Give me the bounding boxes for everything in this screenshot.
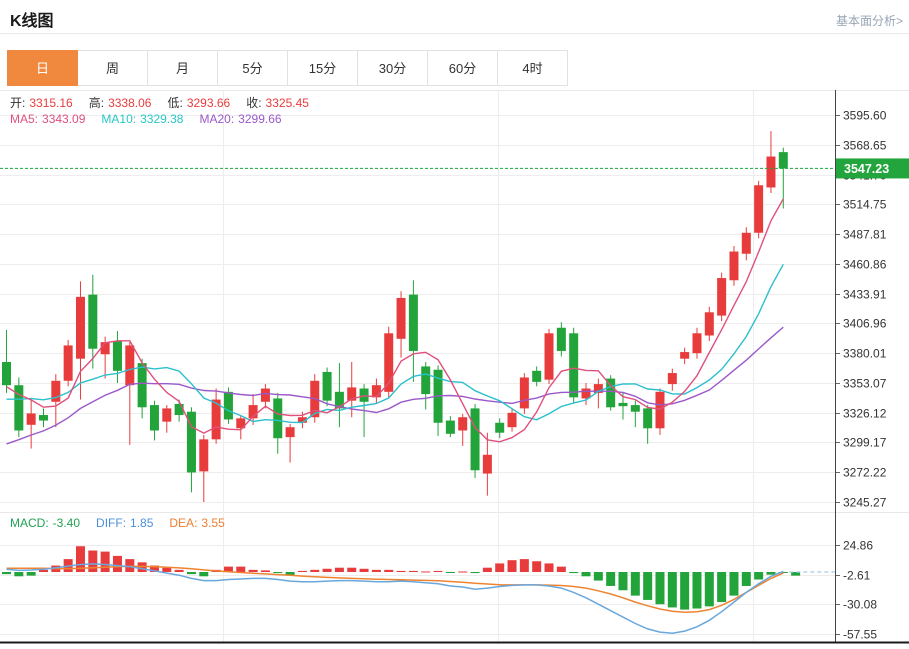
svg-text:3433.91: 3433.91 [843,288,887,302]
current-price-marker: 3547.23 [836,158,909,179]
svg-text:-57.55: -57.55 [843,628,877,642]
candlestick-chart[interactable]: 3595.603568.653541.703514.753487.813460.… [0,90,909,512]
svg-text:-30.08: -30.08 [843,598,877,612]
svg-text:3380.01: 3380.01 [843,347,887,361]
svg-text:3547.23: 3547.23 [844,162,889,176]
svg-text:24.86: 24.86 [843,539,873,553]
svg-text:3406.96: 3406.96 [843,317,887,331]
interval-tabbar: 日周月 5分 15分 30分 60分 4时 [7,50,568,86]
tab-月[interactable]: 月 [147,50,218,86]
svg-text:3460.86: 3460.86 [843,258,887,272]
tab-周[interactable]: 周 [77,50,148,86]
macd-chart[interactable]: 24.86 -2.61 -30.08 -57.55 [0,512,909,649]
tab-60分[interactable]: 60分 [427,50,498,86]
tab-日[interactable]: 日 [7,50,78,86]
tab-5分[interactable]: 5分 [217,50,288,86]
svg-text:3245.27: 3245.27 [843,496,887,510]
tab-4时[interactable]: 4时 [497,50,568,86]
page-header: K线图 基本面分析> [0,0,909,34]
fundamental-analysis-link[interactable]: 基本面分析> [835,14,903,28]
tab-30分[interactable]: 30分 [357,50,428,86]
svg-text:3272.22: 3272.22 [843,466,887,480]
svg-text:3595.60: 3595.60 [843,109,887,123]
svg-text:3514.75: 3514.75 [843,198,887,212]
svg-text:3326.12: 3326.12 [843,407,887,421]
svg-text:-2.61: -2.61 [843,569,871,583]
page-title: K线图 [10,13,54,30]
tab-15分[interactable]: 15分 [287,50,358,86]
chart-region: 开: 3315.16 高: 3338.06 低: 3293.66 收: 3325.45 MA5… [0,90,909,649]
svg-text:3487.81: 3487.81 [843,228,887,242]
svg-text:3353.07: 3353.07 [843,377,887,391]
svg-text:3568.65: 3568.65 [843,139,887,153]
svg-text:3299.17: 3299.17 [843,436,887,450]
